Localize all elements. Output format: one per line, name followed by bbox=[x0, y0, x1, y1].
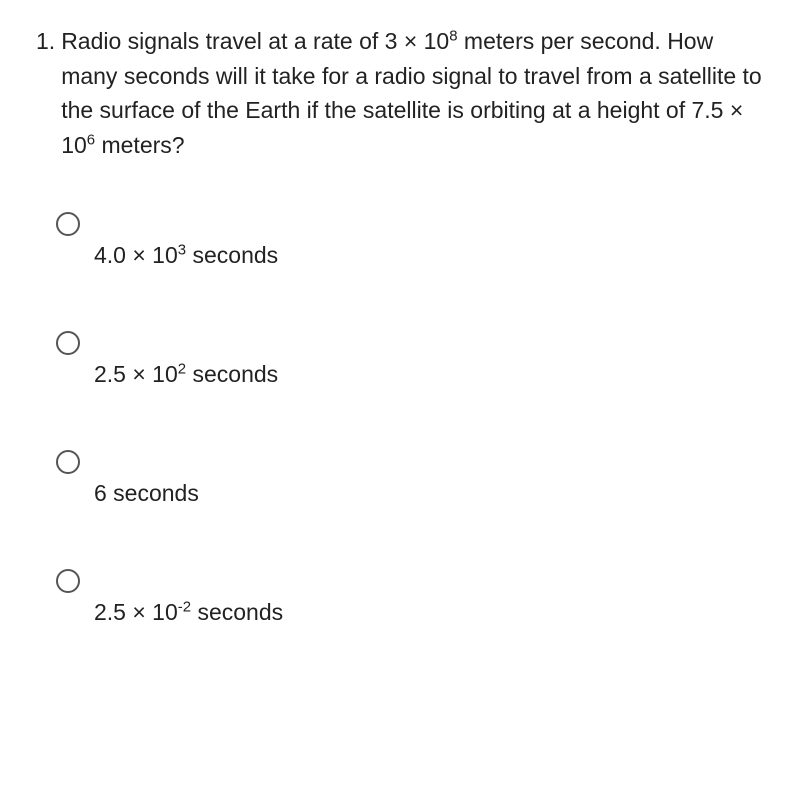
option-a-post: seconds bbox=[186, 242, 278, 268]
option-d-post: seconds bbox=[191, 599, 283, 625]
option-a-exp: 3 bbox=[178, 241, 186, 258]
option-d-exp: -2 bbox=[178, 598, 191, 615]
option-b-exp: 2 bbox=[178, 360, 186, 377]
radio-icon[interactable] bbox=[56, 450, 80, 474]
question-exp-1: 8 bbox=[449, 27, 457, 44]
option-d-pre: 2.5 × 10 bbox=[94, 599, 178, 625]
option-a-label: 4.0 × 103 seconds bbox=[56, 242, 278, 269]
option-a-pre: 4.0 × 10 bbox=[94, 242, 178, 268]
option-a[interactable]: 4.0 × 103 seconds bbox=[56, 212, 764, 269]
option-b-post: seconds bbox=[186, 361, 278, 387]
option-c-label: 6 seconds bbox=[56, 480, 199, 507]
option-b-label: 2.5 × 102 seconds bbox=[56, 361, 278, 388]
option-d-label: 2.5 × 10-2 seconds bbox=[56, 599, 283, 626]
option-b[interactable]: 2.5 × 102 seconds bbox=[56, 331, 764, 388]
question-part-3: meters? bbox=[95, 132, 184, 158]
question-block: 1. Radio signals travel at a rate of 3 ×… bbox=[36, 24, 764, 162]
option-c[interactable]: 6 seconds bbox=[56, 450, 764, 507]
question-text: Radio signals travel at a rate of 3 × 10… bbox=[61, 24, 764, 162]
options-list: 4.0 × 103 seconds 2.5 × 102 seconds 6 se… bbox=[36, 212, 764, 626]
question-exp-2: 6 bbox=[87, 131, 95, 148]
option-b-pre: 2.5 × 10 bbox=[94, 361, 178, 387]
radio-icon[interactable] bbox=[56, 331, 80, 355]
question-number: 1. bbox=[36, 24, 55, 59]
radio-icon[interactable] bbox=[56, 212, 80, 236]
question-part-1: Radio signals travel at a rate of 3 × 10 bbox=[61, 28, 449, 54]
option-c-pre: 6 seconds bbox=[94, 480, 199, 506]
radio-icon[interactable] bbox=[56, 569, 80, 593]
option-d[interactable]: 2.5 × 10-2 seconds bbox=[56, 569, 764, 626]
